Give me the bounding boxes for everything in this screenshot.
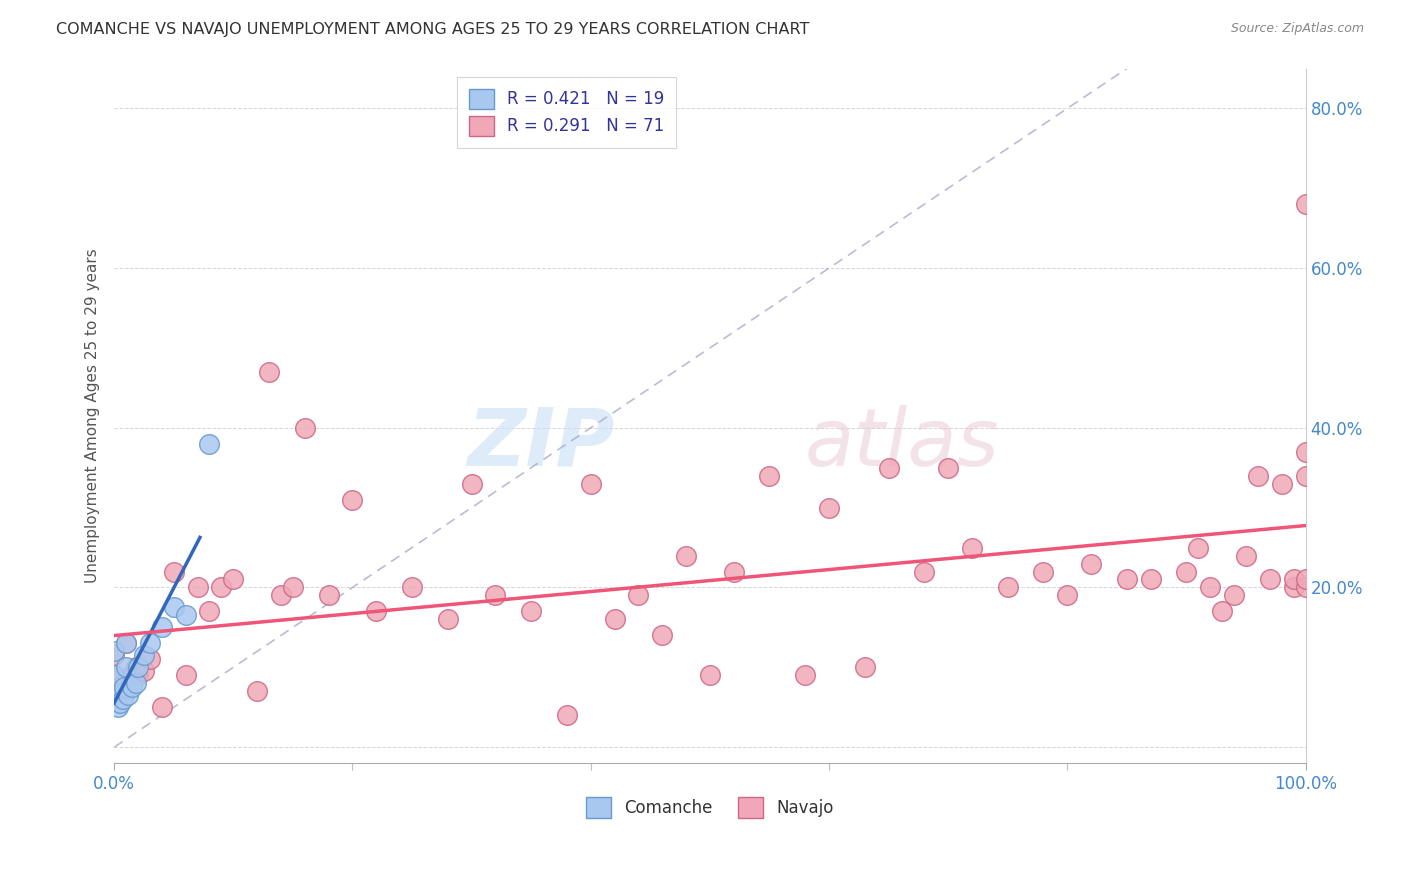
Point — [1115, 573, 1137, 587]
Point — [675, 549, 697, 563]
Point — [124, 676, 146, 690]
Point — [912, 565, 935, 579]
Point — [103, 644, 125, 658]
Point — [520, 604, 543, 618]
Point — [124, 660, 146, 674]
Point — [132, 665, 155, 679]
Point — [1282, 573, 1305, 587]
Point — [1282, 581, 1305, 595]
Point — [103, 668, 125, 682]
Point — [150, 700, 173, 714]
Point — [318, 589, 340, 603]
Point — [818, 500, 841, 515]
Point — [1295, 197, 1317, 211]
Point — [257, 365, 280, 379]
Point — [198, 604, 221, 618]
Point — [401, 581, 423, 595]
Point — [112, 680, 135, 694]
Point — [1056, 589, 1078, 603]
Point — [115, 684, 138, 698]
Point — [651, 628, 673, 642]
Legend: Comanche, Navajo: Comanche, Navajo — [579, 790, 841, 824]
Point — [936, 460, 959, 475]
Text: Source: ZipAtlas.com: Source: ZipAtlas.com — [1230, 22, 1364, 36]
Point — [1187, 541, 1209, 555]
Point — [163, 600, 186, 615]
Point — [115, 636, 138, 650]
Point — [723, 565, 745, 579]
Point — [174, 608, 197, 623]
Point — [1223, 589, 1246, 603]
Point — [139, 636, 162, 650]
Point — [107, 700, 129, 714]
Point — [627, 589, 650, 603]
Point — [103, 648, 125, 663]
Point — [1139, 573, 1161, 587]
Point — [1295, 573, 1317, 587]
Point — [103, 668, 125, 682]
Point — [281, 581, 304, 595]
Point — [209, 581, 232, 595]
Point — [997, 581, 1019, 595]
Point — [108, 684, 131, 698]
Point — [366, 604, 388, 618]
Point — [1211, 604, 1233, 618]
Point — [853, 660, 876, 674]
Text: atlas: atlas — [806, 405, 1000, 483]
Point — [1295, 468, 1317, 483]
Point — [108, 696, 131, 710]
Text: ZIP: ZIP — [467, 405, 614, 483]
Point — [1271, 476, 1294, 491]
Point — [246, 684, 269, 698]
Point — [294, 421, 316, 435]
Point — [1247, 468, 1270, 483]
Point — [342, 492, 364, 507]
Point — [758, 468, 780, 483]
Point — [112, 676, 135, 690]
Point — [127, 660, 149, 674]
Point — [484, 589, 506, 603]
Point — [150, 620, 173, 634]
Point — [163, 565, 186, 579]
Point — [270, 589, 292, 603]
Point — [132, 648, 155, 663]
Point — [121, 668, 143, 682]
Point — [460, 476, 482, 491]
Point — [877, 460, 900, 475]
Point — [794, 668, 817, 682]
Point — [115, 636, 138, 650]
Point — [436, 612, 458, 626]
Point — [174, 668, 197, 682]
Point — [103, 684, 125, 698]
Point — [1295, 581, 1317, 595]
Point — [1175, 565, 1198, 579]
Point — [579, 476, 602, 491]
Point — [1234, 549, 1257, 563]
Point — [198, 436, 221, 450]
Point — [1080, 557, 1102, 571]
Point — [103, 684, 125, 698]
Point — [127, 668, 149, 682]
Text: COMANCHE VS NAVAJO UNEMPLOYMENT AMONG AGES 25 TO 29 YEARS CORRELATION CHART: COMANCHE VS NAVAJO UNEMPLOYMENT AMONG AG… — [56, 22, 810, 37]
Point — [117, 688, 139, 702]
Point — [603, 612, 626, 626]
Point — [1295, 444, 1317, 458]
Point — [187, 581, 209, 595]
Point — [111, 692, 134, 706]
Point — [555, 708, 578, 723]
Point — [107, 688, 129, 702]
Point — [1199, 581, 1222, 595]
Point — [1258, 573, 1281, 587]
Point — [222, 573, 245, 587]
Y-axis label: Unemployment Among Ages 25 to 29 years: Unemployment Among Ages 25 to 29 years — [86, 249, 100, 583]
Point — [115, 660, 138, 674]
Point — [1032, 565, 1054, 579]
Point — [960, 541, 983, 555]
Point — [699, 668, 721, 682]
Point — [121, 680, 143, 694]
Point — [139, 652, 162, 666]
